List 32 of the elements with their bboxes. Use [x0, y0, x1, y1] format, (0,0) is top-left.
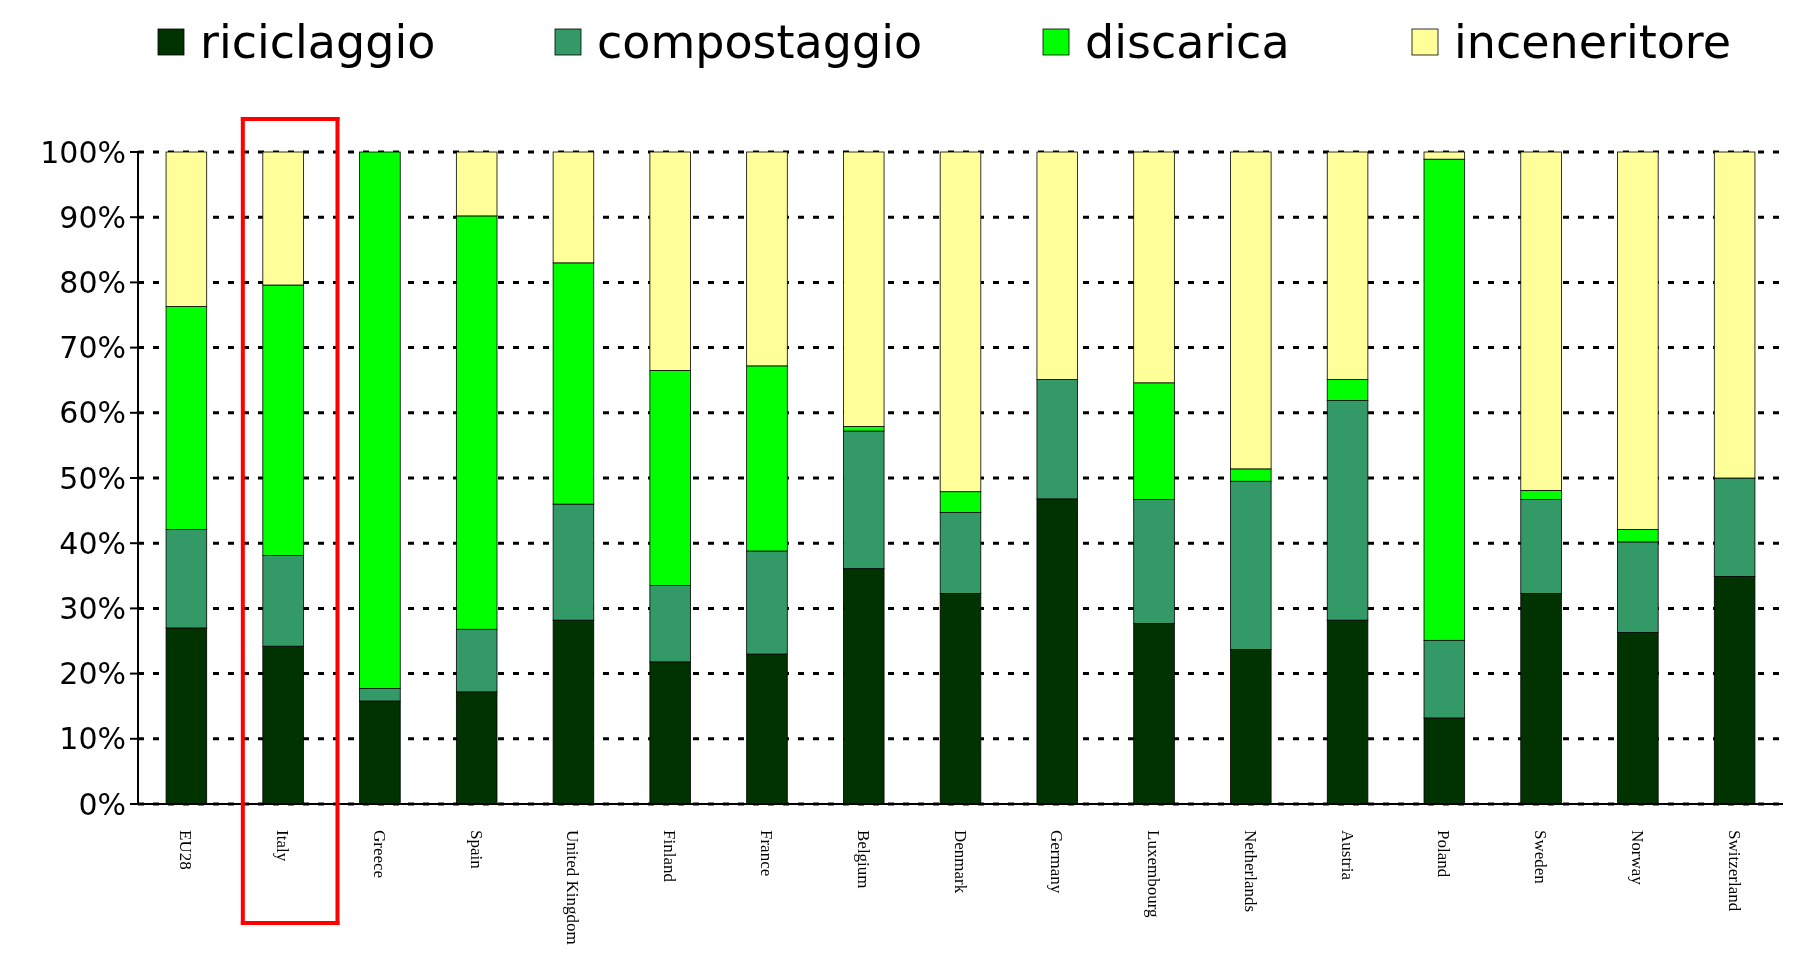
y-tick-label: 10%: [59, 721, 126, 757]
y-tick-label: 30%: [59, 590, 126, 626]
x-tick-label: United Kingdom: [563, 830, 583, 945]
legend-label: riciclaggio: [200, 15, 436, 70]
legend-label: inceneritore: [1454, 15, 1732, 70]
x-tick-label: Italy: [273, 830, 293, 862]
x-tick-label: Luxembourg: [1144, 830, 1164, 919]
x-tick-label: Finland: [660, 830, 680, 883]
x-tick-label: Belgium: [853, 830, 873, 889]
x-tick-label: EU28: [176, 830, 196, 870]
y-tick-label: 80%: [59, 264, 126, 300]
x-tick-label: Sweden: [1531, 830, 1551, 885]
x-tick-label: Austria: [1337, 830, 1357, 881]
x-tick-label: Greece: [369, 830, 389, 879]
x-tick-label: Spain: [466, 830, 486, 870]
y-tick-label: 50%: [59, 460, 126, 496]
x-tick-label: Germany: [1047, 830, 1067, 894]
x-tick-label: France: [757, 830, 777, 877]
y-tick-label: 0%: [78, 786, 126, 822]
x-tick-label: Poland: [1434, 830, 1454, 878]
x-tick-label: Switzerland: [1724, 830, 1744, 912]
x-tick-label: Denmark: [950, 830, 970, 894]
y-tick-label: 20%: [59, 656, 126, 692]
legend-label: compostaggio: [597, 15, 923, 70]
y-tick-label: 90%: [59, 199, 126, 235]
y-tick-label: 40%: [59, 525, 126, 561]
y-tick-label: 60%: [59, 395, 126, 431]
y-tick-label: 70%: [59, 330, 126, 366]
x-tick-label: Netherlands: [1240, 830, 1260, 913]
y-tick-label: 100%: [40, 134, 126, 170]
legend-label: discarica: [1085, 15, 1290, 70]
x-tick-label: Norway: [1627, 830, 1647, 886]
